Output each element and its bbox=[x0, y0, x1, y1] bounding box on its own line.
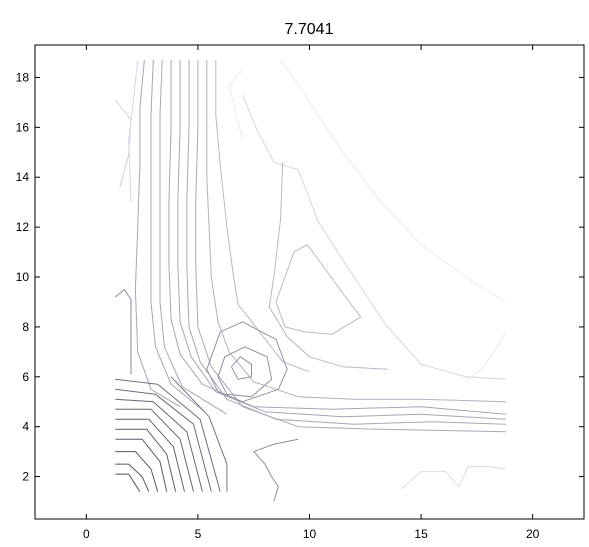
x-tick-label-15: 15 bbox=[414, 527, 428, 541]
y-tick-label-8: 8 bbox=[22, 320, 29, 334]
x-tick-label-10: 10 bbox=[303, 527, 317, 541]
contour-line-17 bbox=[280, 59, 507, 303]
contour-line-34 bbox=[170, 376, 228, 492]
contour-line-22 bbox=[253, 438, 299, 502]
contour-line-25 bbox=[115, 463, 150, 492]
contour-lines bbox=[114, 59, 507, 502]
y-tick-label-14: 14 bbox=[16, 170, 30, 184]
x-tick-label-0: 0 bbox=[83, 527, 90, 541]
contour-line-11 bbox=[206, 60, 506, 403]
y-tick-label-4: 4 bbox=[22, 420, 29, 434]
chart-title: 7.7041 bbox=[285, 21, 334, 38]
contour-line-18 bbox=[242, 94, 506, 380]
contour-line-29 bbox=[115, 418, 185, 492]
contour-line-20 bbox=[228, 69, 243, 140]
contour-line-12 bbox=[215, 60, 310, 373]
axes-box bbox=[34, 44, 585, 520]
contour-line-28 bbox=[115, 428, 177, 492]
contour-line-8 bbox=[177, 60, 506, 420]
contour-line-33 bbox=[115, 378, 221, 492]
contour-line-7 bbox=[168, 60, 506, 415]
contour-line-5 bbox=[150, 59, 205, 413]
contour-line-23 bbox=[400, 466, 506, 490]
y-tick-label-18: 18 bbox=[16, 70, 30, 84]
contour-line-6 bbox=[159, 59, 228, 415]
x-tick-label-20: 20 bbox=[526, 527, 540, 541]
contour-line-19 bbox=[268, 162, 388, 370]
y-tick-label-6: 6 bbox=[22, 370, 29, 384]
contour-line-30 bbox=[115, 408, 194, 492]
contour-line-26 bbox=[115, 451, 159, 492]
y-tick-label-10: 10 bbox=[16, 270, 30, 284]
contour-line-31 bbox=[115, 398, 203, 492]
x-tick-label-5: 5 bbox=[195, 527, 202, 541]
contour-line-13 bbox=[230, 356, 252, 380]
contour-line-10 bbox=[195, 60, 506, 433]
contour-line-14 bbox=[217, 346, 273, 398]
y-tick-label-2: 2 bbox=[22, 470, 29, 484]
axis-ticks: 0 5 10 15 20 2 4 6 8 10 12 14 16 18 bbox=[16, 45, 584, 541]
y-tick-label-12: 12 bbox=[16, 220, 30, 234]
contour-line-21 bbox=[465, 331, 507, 383]
contour-line-1 bbox=[114, 99, 132, 188]
contour-line-27 bbox=[115, 438, 168, 492]
contour-line-32 bbox=[115, 388, 212, 492]
contour-line-15 bbox=[206, 321, 288, 403]
contour-line-24 bbox=[115, 473, 141, 492]
contour-line-9 bbox=[186, 60, 506, 425]
y-tick-label-16: 16 bbox=[16, 120, 30, 134]
contour-line-16 bbox=[275, 244, 362, 335]
contour-line-3 bbox=[128, 59, 139, 203]
contour-line-2 bbox=[114, 289, 132, 375]
